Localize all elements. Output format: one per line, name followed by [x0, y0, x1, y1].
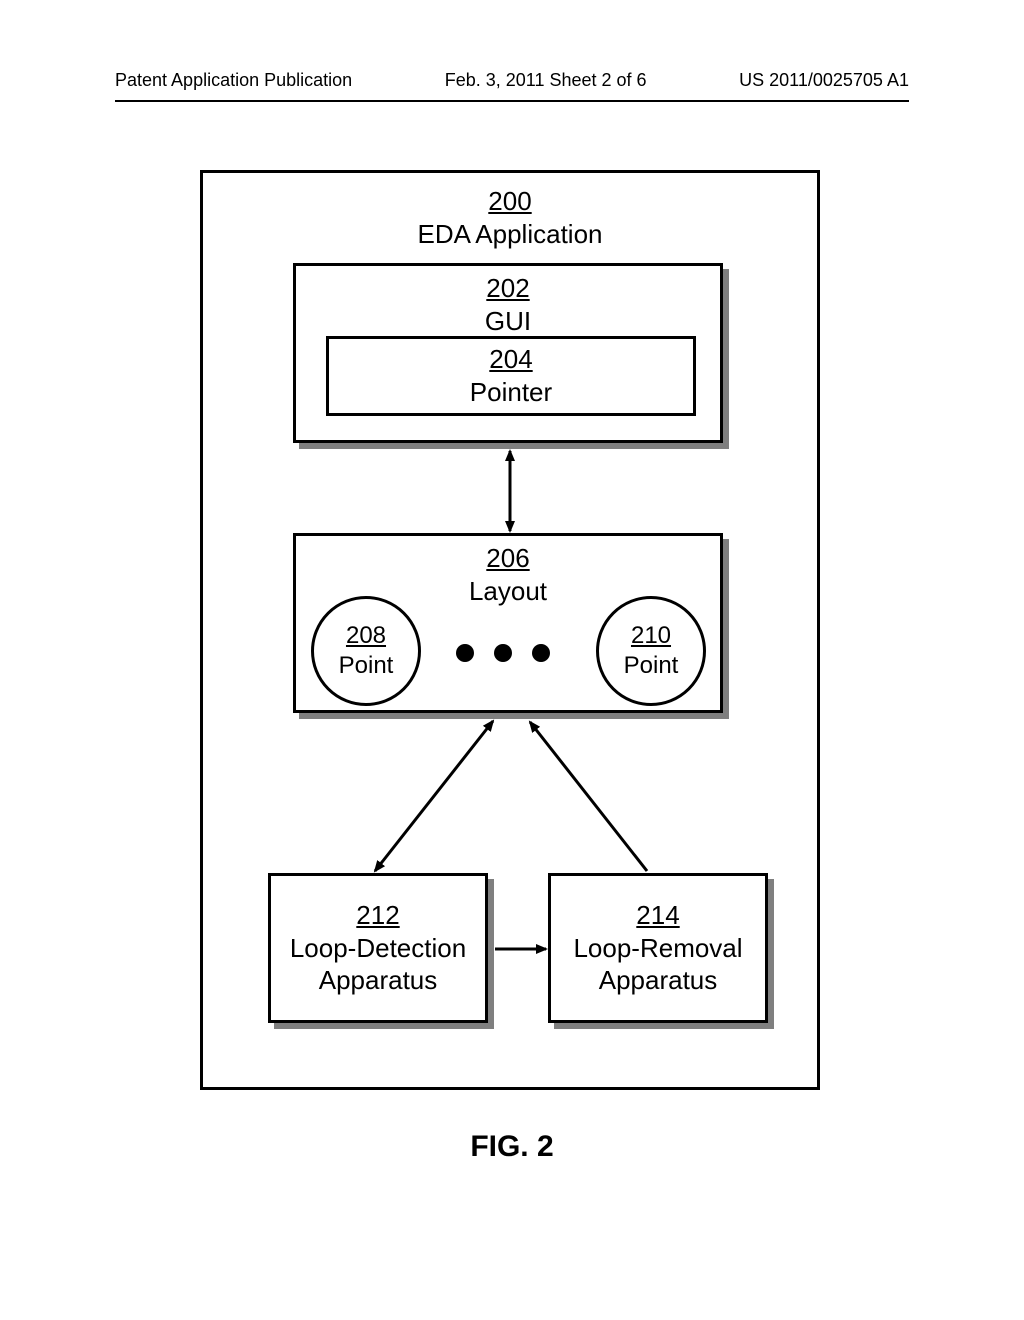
arrow-looprem-layout: [530, 722, 647, 871]
pointer-text: Pointer: [470, 377, 552, 407]
point1-text: Point: [339, 652, 394, 679]
point1-ref: 208: [346, 622, 386, 649]
point2-circle: 210 Point: [596, 596, 706, 706]
layout-box: 206 Layout 208 Point 210 Point: [293, 533, 723, 713]
loop-removal-text: Loop-Removal Apparatus: [573, 933, 742, 996]
gui-label: 202 GUI: [296, 266, 720, 337]
loop-removal-ref: 214: [636, 900, 679, 930]
loop-removal-label: 214 Loop-Removal Apparatus: [573, 899, 742, 997]
figure-outer-label: 200 EDA Application: [203, 173, 817, 250]
arrow-layout-loopdet: [375, 721, 493, 871]
header-rule: [115, 100, 909, 102]
layout-ref: 206: [486, 543, 529, 573]
loop-detection-label: 212 Loop-Detection Apparatus: [290, 899, 466, 997]
header-left: Patent Application Publication: [115, 70, 352, 91]
point2-ref: 210: [631, 622, 671, 649]
figure-outer-text: EDA Application: [417, 219, 602, 249]
loop-detection-box: 212 Loop-Detection Apparatus: [268, 873, 488, 1023]
gui-ref: 202: [486, 273, 529, 303]
loop-detection-text: Loop-Detection Apparatus: [290, 933, 466, 996]
pointer-box: 204 Pointer: [326, 336, 696, 416]
dot-icon: [456, 644, 474, 662]
gui-text: GUI: [485, 306, 531, 336]
point2-text: Point: [624, 652, 679, 679]
dot-icon: [494, 644, 512, 662]
loop-removal-box: 214 Loop-Removal Apparatus: [548, 873, 768, 1023]
loop-detection-ref: 212: [356, 900, 399, 930]
header-right: US 2011/0025705 A1: [739, 70, 909, 91]
figure-outer-box: 200 EDA Application 202 GUI 204 Pointer …: [200, 170, 820, 1090]
gui-box: 202 GUI 204 Pointer: [293, 263, 723, 443]
ellipsis-dots: [456, 644, 550, 662]
figure-caption: FIG. 2: [0, 1130, 1024, 1164]
header-center: Feb. 3, 2011 Sheet 2 of 6: [445, 70, 647, 91]
figure-outer-ref: 200: [488, 186, 531, 216]
dot-icon: [532, 644, 550, 662]
layout-text: Layout: [469, 576, 547, 606]
pointer-label: 204 Pointer: [329, 339, 693, 408]
point1-circle: 208 Point: [311, 596, 421, 706]
pointer-ref: 204: [489, 344, 532, 374]
